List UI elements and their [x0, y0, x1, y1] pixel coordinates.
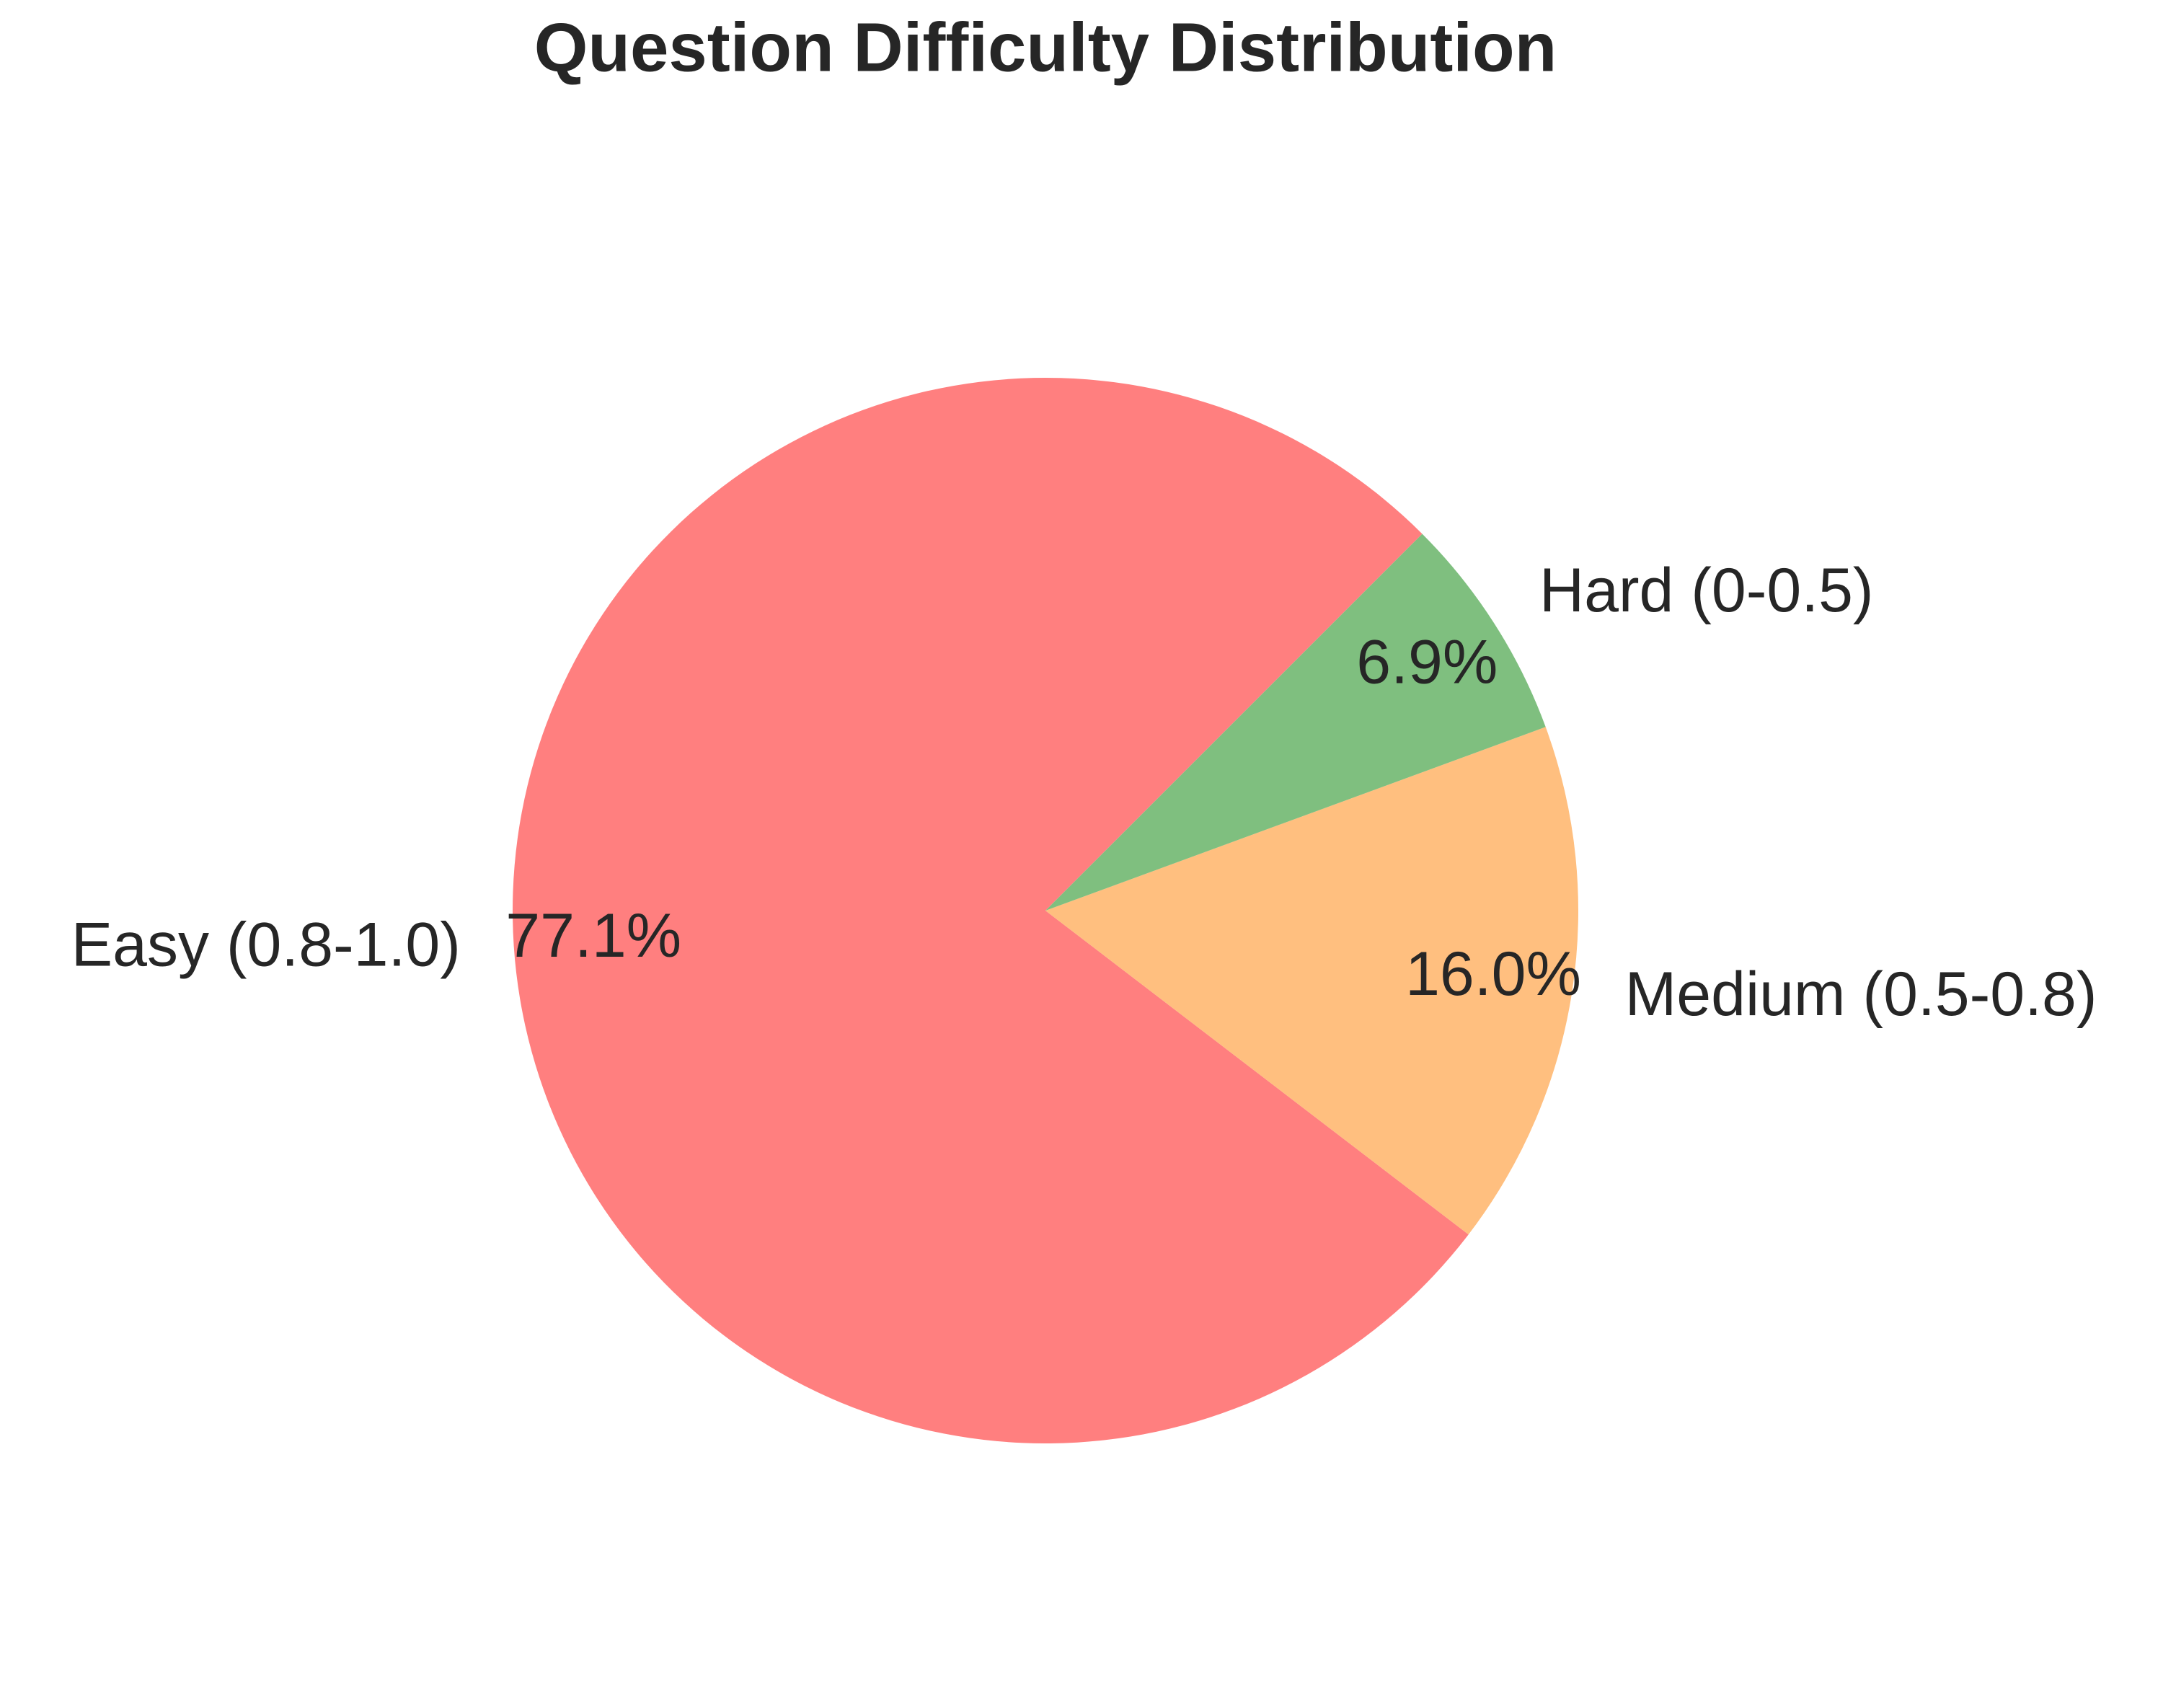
pie-slice — [1045, 534, 1546, 911]
pie-slice — [1045, 727, 1578, 1235]
slice-label: Easy (0.8-1.0) — [71, 910, 461, 979]
value-label: 77.1% — [505, 901, 681, 970]
chart-title: Question Difficulty Distribution — [534, 9, 1557, 86]
value-label: 6.9% — [1356, 627, 1498, 696]
slice-label: Medium (0.5-0.8) — [1625, 960, 2097, 1029]
value-label: 16.0% — [1405, 939, 1581, 1009]
slice-label: Hard (0-0.5) — [1539, 556, 1874, 625]
pie-slice — [512, 377, 1469, 1443]
